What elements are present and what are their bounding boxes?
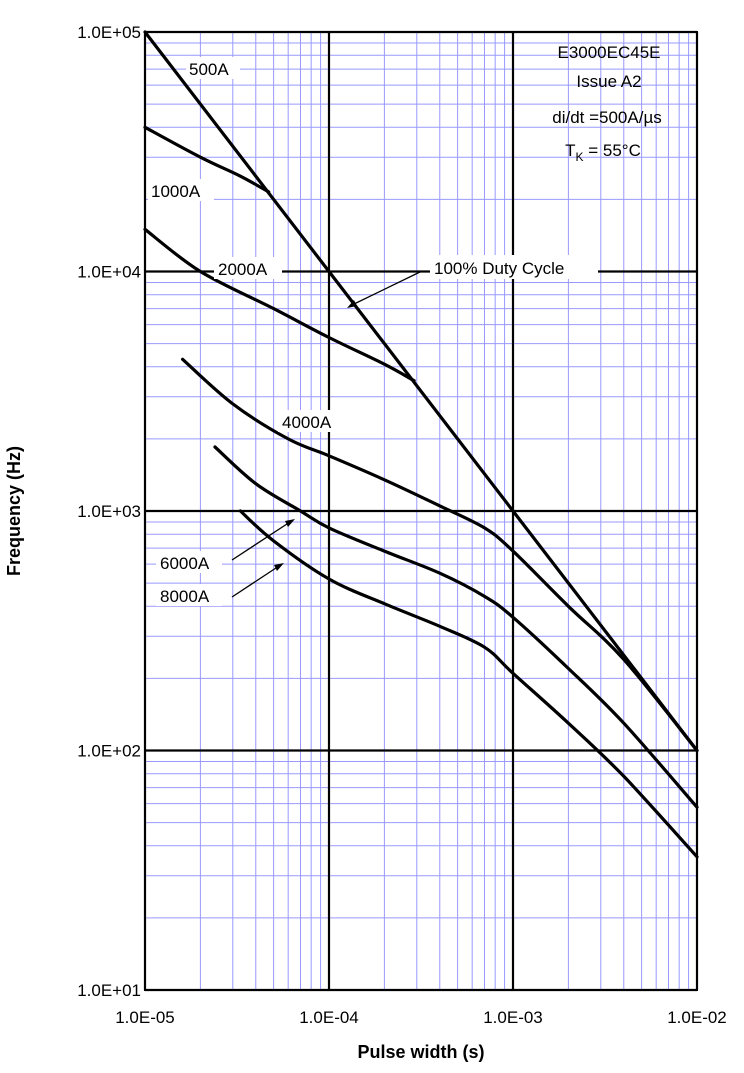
info-temperature: TK = 55°C (565, 141, 641, 164)
series-line-2000a (143, 227, 416, 383)
y-tick-label: 1.0E+05 (77, 23, 141, 42)
x-tick-label: 1.0E-03 (483, 1008, 543, 1027)
info-part-number: E3000EC45E (557, 43, 660, 62)
x-tick-label: 1.0E-05 (115, 1008, 175, 1027)
label-6000a: 6000A (160, 554, 210, 573)
label-bg-duty-cycle (430, 255, 598, 279)
label-2000a: 2000A (218, 260, 268, 279)
series-line-1000a (143, 125, 271, 194)
annotations: 500A 1000A 2000A 100% Duty Cycle 4000A 6… (148, 57, 598, 606)
x-tick-label: 1.0E-02 (667, 1008, 727, 1027)
label-bg-500a (186, 57, 240, 79)
label-duty-cycle: 100% Duty Cycle (434, 259, 564, 278)
x-axis-tick-labels: 1.0E-05 1.0E-04 1.0E-03 1.0E-02 (115, 1008, 727, 1027)
info-didt: di/dt =500A/µs (552, 108, 662, 127)
series-line-8000a (238, 509, 699, 859)
curves (143, 30, 699, 859)
y-tick-label: 1.0E+01 (77, 981, 141, 1000)
arrowhead-6000a (285, 519, 295, 527)
series-line-4000a (181, 357, 699, 753)
info-issue: Issue A2 (576, 72, 641, 91)
arrow-6000a (231, 521, 291, 561)
label-bg-8000a (156, 584, 222, 606)
plot-area-frame (144, 31, 698, 991)
arrowhead-duty-cycle (347, 300, 357, 308)
label-bg-2000a (214, 257, 282, 279)
y-tick-label: 1.0E+02 (77, 742, 141, 761)
label-1000a: 1000A (151, 182, 201, 201)
info-box: E3000EC45E Issue A2 di/dt =500A/µs TK = … (552, 43, 662, 164)
arrow-8000a (231, 565, 280, 598)
x-axis-label: Pulse width (s) (357, 1042, 484, 1062)
label-4000a: 4000A (282, 413, 332, 432)
label-bg-6000a (156, 551, 222, 573)
y-axis-tick-labels: 1.0E+05 1.0E+04 1.0E+03 1.0E+02 1.0E+01 (77, 23, 141, 1000)
label-8000a: 8000A (160, 587, 210, 606)
label-bg-1000a (148, 179, 214, 201)
y-axis-label: Frequency (Hz) (4, 446, 24, 576)
series-line-500a-100-duty-cycle (143, 30, 699, 753)
label-bg-4000a (278, 410, 344, 432)
y-tick-label: 1.0E+03 (77, 502, 141, 521)
arrow-duty-cycle (351, 270, 423, 306)
arrowhead-8000a (274, 563, 284, 571)
y-tick-label: 1.0E+04 (77, 263, 141, 282)
label-500a: 500A (189, 60, 229, 79)
series-line-6000a (213, 445, 699, 809)
x-tick-label: 1.0E-04 (299, 1008, 359, 1027)
